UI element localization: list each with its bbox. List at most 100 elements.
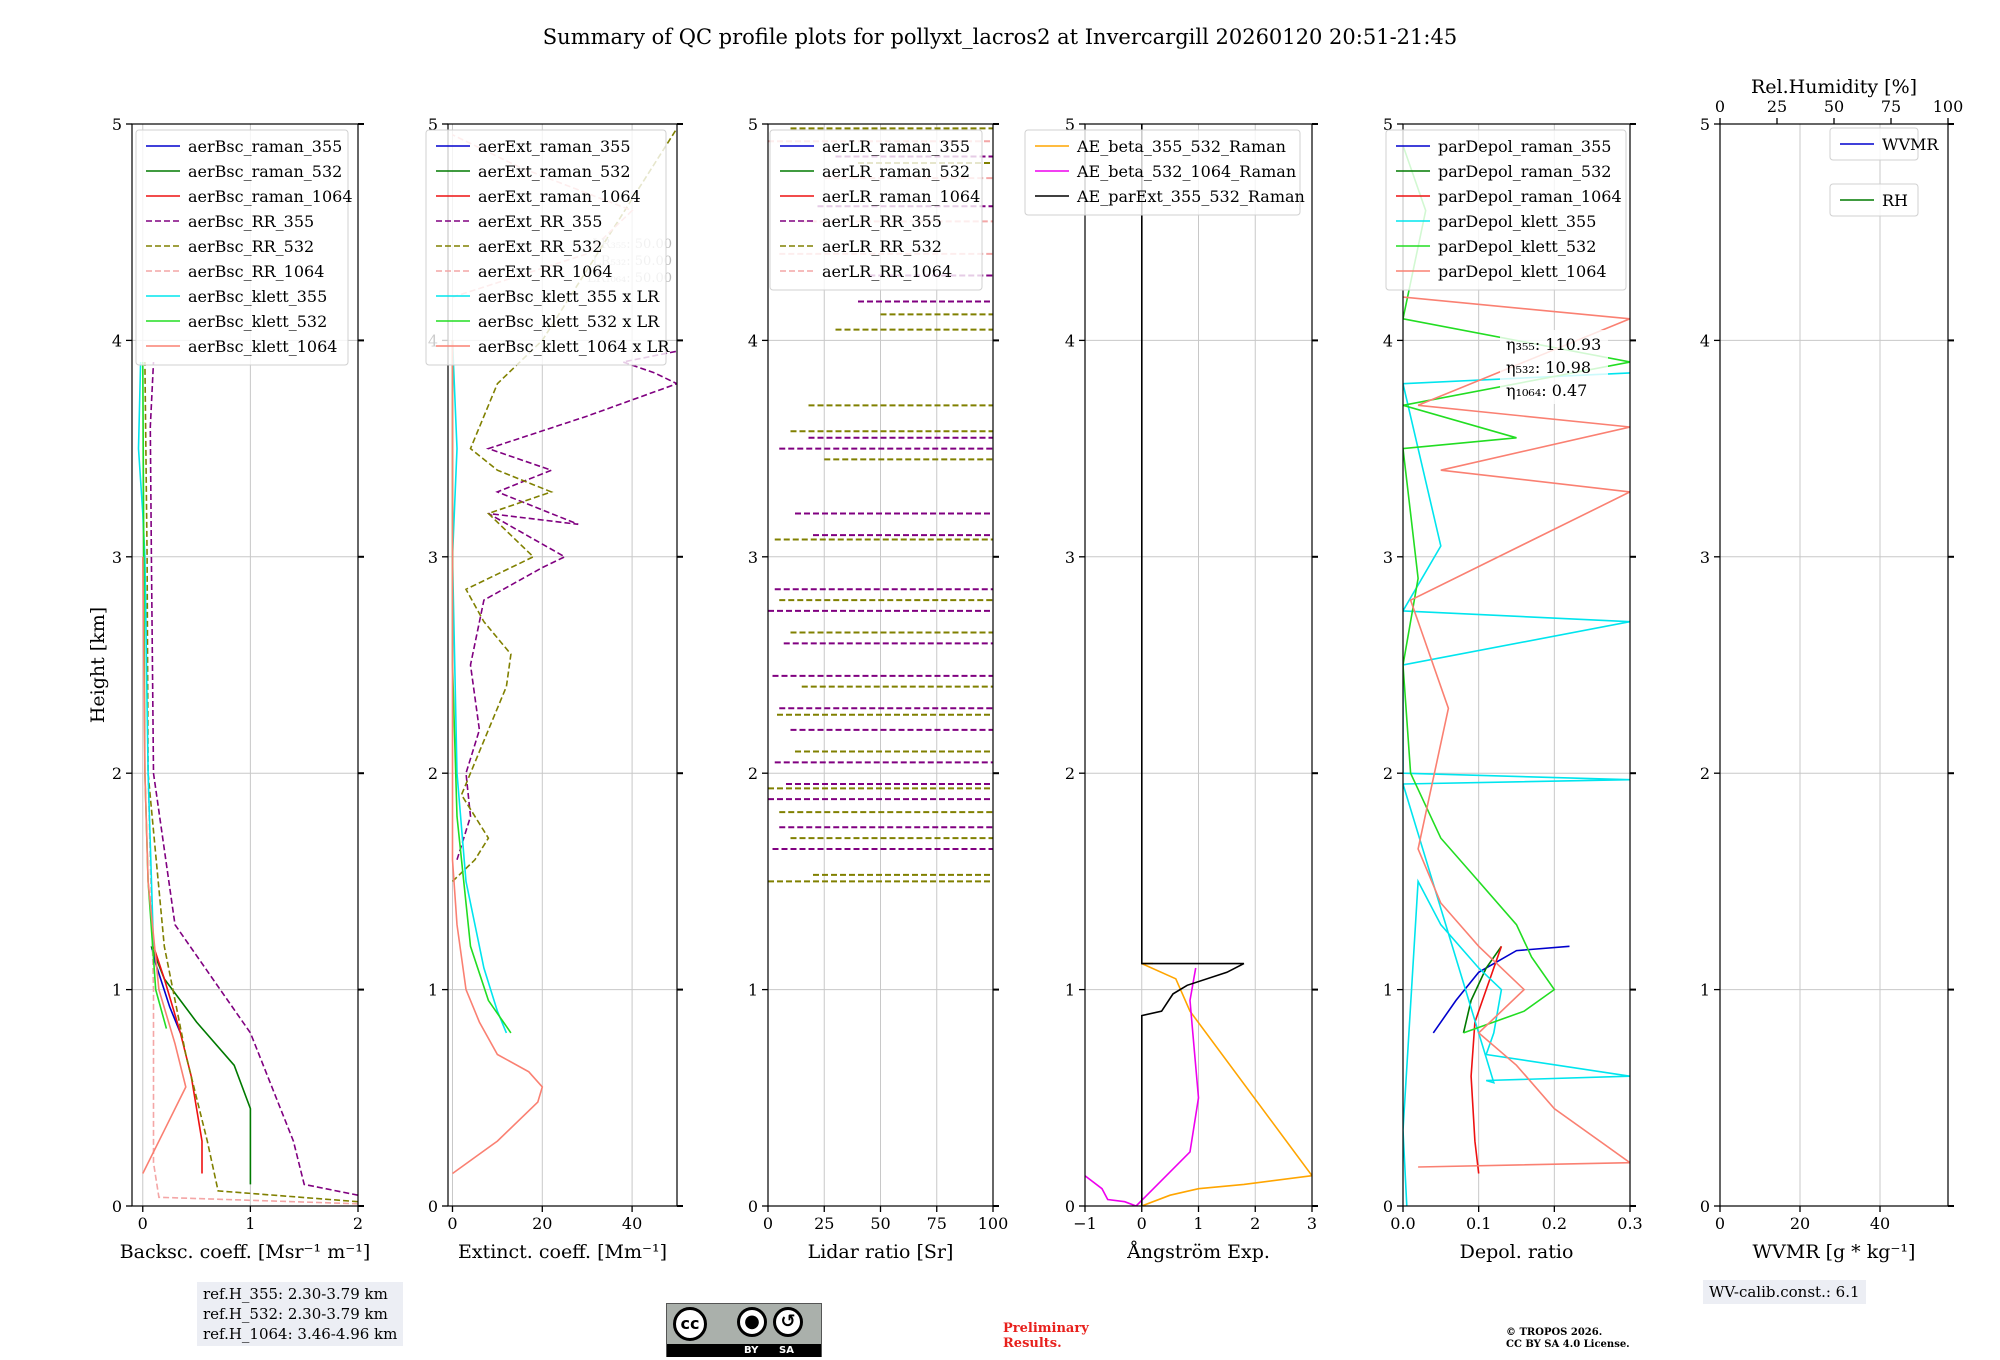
copyright-note: © TROPOS 2026. CC BY SA 4.0 License. <box>1506 1327 1630 1351</box>
legend-label: aerBsc_klett_355 <box>188 287 327 306</box>
y-tick-label: 1 <box>112 981 122 1000</box>
x-tick-label: 2 <box>1250 1214 1260 1233</box>
y-tick-label: 2 <box>428 764 438 783</box>
series-line-AE_parExt_355_532_Raman <box>1141 124 1245 1206</box>
preliminary-line-2: Results. <box>1003 1336 1062 1351</box>
series-line-aerBsc_klett_355 x LR <box>451 340 508 1034</box>
y-tick-label: 4 <box>1065 331 1075 350</box>
y-tick-label: 0 <box>748 1197 758 1216</box>
series-line-AE_beta_355_532_Raman <box>1141 962 1312 1206</box>
cc-license-logo: cc ● ↺ BY SA <box>666 1303 822 1357</box>
axes-frame <box>131 123 359 1207</box>
x-tick-label: 100 <box>978 1214 1009 1233</box>
eta-value: η₃₅₅: 110.93 <box>1506 335 1601 354</box>
series-group <box>137 361 358 1205</box>
reference-heights-box: ref.H_355: 2.30-3.79 km ref.H_532: 2.30-… <box>197 1282 404 1346</box>
wv-calibration-box: WV-calib.const.: 6.1 <box>1703 1280 1866 1304</box>
x-axis-label: Depol. ratio <box>1460 1241 1574 1263</box>
y-tick-label: 3 <box>428 548 438 567</box>
x-tick-label: 0 <box>763 1214 773 1233</box>
legend-label: aerBsc_klett_1064 <box>188 337 337 356</box>
legend-label: aerBsc_klett_532 <box>188 312 327 331</box>
y-tick-label: 0 <box>1383 1197 1393 1216</box>
y-tick-label: 2 <box>1065 764 1075 783</box>
y-tick-label: 3 <box>748 548 758 567</box>
axes-frame <box>447 123 678 1207</box>
legend-box <box>769 129 983 291</box>
legend: WVMR RH <box>1829 127 1939 217</box>
series-line-AE_beta_532_1064_Raman <box>1085 967 1200 1206</box>
series-line-aerBsc_klett_1064 x LR <box>451 340 544 1175</box>
legend-label: aerBsc_klett_355 x LR <box>478 287 660 306</box>
y-tick-label: 4 <box>748 331 758 350</box>
legend-label: aerExt_RR_355 <box>478 212 602 231</box>
panel-depol: 0.0 0.1 0.2 0.3 0 1 2 3 4 5 Depol. ratio parDepol_r… <box>1383 115 1643 1263</box>
x-tick-label: 20 <box>1790 1214 1810 1233</box>
y-tick-label: 2 <box>112 764 122 783</box>
figure-title: Summary of QC profile plots for pollyxt_… <box>543 25 1457 49</box>
y-tick-label: 2 <box>748 764 758 783</box>
x2-tick-label: 100 <box>1933 97 1964 116</box>
wv-calibration-text: WV-calib.const.: 6.1 <box>1709 1283 1860 1301</box>
legend-box <box>1385 129 1627 291</box>
legend-label: aerLR_RR_532 <box>822 237 942 256</box>
legend-label: parDepol_klett_355 <box>1438 212 1596 231</box>
y-tick-label: 1 <box>428 981 438 1000</box>
ref-height-1064: ref.H_1064: 3.46-4.96 km <box>203 1325 398 1343</box>
legend-label: AE_beta_532_1064_Raman <box>1076 162 1296 181</box>
legend-label: aerExt_RR_1064 <box>478 262 613 281</box>
legend-label: WVMR <box>1882 135 1939 154</box>
legend-label: aerBsc_RR_355 <box>188 212 314 231</box>
y-tick-label: 1 <box>1700 981 1710 1000</box>
legend-label: parDepol_raman_1064 <box>1438 187 1622 206</box>
eta-value: η₅₃₂: 10.98 <box>1506 358 1591 377</box>
x2-tick-label: 50 <box>1824 97 1844 116</box>
y-tick-label: 3 <box>112 548 122 567</box>
panel-bsc: 0 1 2 0 1 2 3 4 5 Backsc. coeff. [Msr⁻¹ m⁻¹] Heigh… <box>87 115 370 1263</box>
x-axis-label: Backsc. coeff. [Msr⁻¹ m⁻¹] <box>120 1241 371 1263</box>
x-tick-label: 50 <box>870 1214 890 1233</box>
legend-label: aerBsc_klett_1064 x LR <box>478 337 670 356</box>
cc-icon: cc <box>673 1307 707 1341</box>
y-tick-label: 0 <box>112 1197 122 1216</box>
legend-label: parDepol_raman_532 <box>1438 162 1611 181</box>
series-group <box>1085 124 1312 1206</box>
license-by-label: BY <box>744 1345 759 1356</box>
series-line-parDepol_klett_355 <box>1403 372 1630 1206</box>
series-group <box>451 127 677 1175</box>
preliminary-results-note: Preliminary Results. <box>1003 1321 1089 1351</box>
legend-label: aerExt_raman_355 <box>478 137 631 156</box>
license-sa-label: SA <box>779 1345 794 1356</box>
attribution-icon: ● <box>737 1307 767 1337</box>
y-tick-label: 1 <box>1065 981 1075 1000</box>
y-tick-label: 3 <box>1383 548 1393 567</box>
y-tick-label: 0 <box>428 1197 438 1216</box>
x-tick-label: 0 <box>447 1214 457 1233</box>
series-line-aerBsc_raman_532 <box>150 946 252 1185</box>
series-line-aerExt_RR_355 <box>456 350 677 861</box>
legend-label: parDepol_klett_532 <box>1438 237 1596 256</box>
legend-label: aerExt_raman_532 <box>478 162 631 181</box>
legend-label: aerExt_RR_532 <box>478 237 602 256</box>
series-line-parDepol_klett_532 <box>1403 145 1630 1034</box>
legend-label: AE_parExt_355_532_Raman <box>1076 187 1305 206</box>
y-tick-label: 5 <box>748 115 758 134</box>
x-tick-label: 1 <box>245 1214 255 1233</box>
y-tick-label: 2 <box>1700 764 1710 783</box>
legend-label: aerLR_raman_1064 <box>822 187 980 206</box>
y-axis-label: Height [km] <box>87 607 109 723</box>
y-tick-label: 5 <box>1065 115 1075 134</box>
legend: aerBsc_raman_355 aerBsc_raman_532 aerBsc_r… <box>135 129 353 366</box>
legend-label: aerBsc_raman_1064 <box>188 187 353 206</box>
y-tick-label: 4 <box>1700 331 1710 350</box>
preliminary-line-1: Preliminary <box>1003 1321 1089 1336</box>
x-axis-label: Extinct. coeff. [Mm⁻¹] <box>458 1241 667 1263</box>
copyright-line-1: © TROPOS 2026. <box>1506 1327 1603 1338</box>
copyright-line-2: CC BY SA 4.0 License. <box>1506 1339 1630 1350</box>
legend-label: aerBsc_raman_532 <box>188 162 342 181</box>
legend-label: parDepol_klett_1064 <box>1438 262 1607 281</box>
legend-label: aerExt_raman_1064 <box>478 187 641 206</box>
ref-height-532: ref.H_532: 2.30-3.79 km <box>203 1305 388 1323</box>
